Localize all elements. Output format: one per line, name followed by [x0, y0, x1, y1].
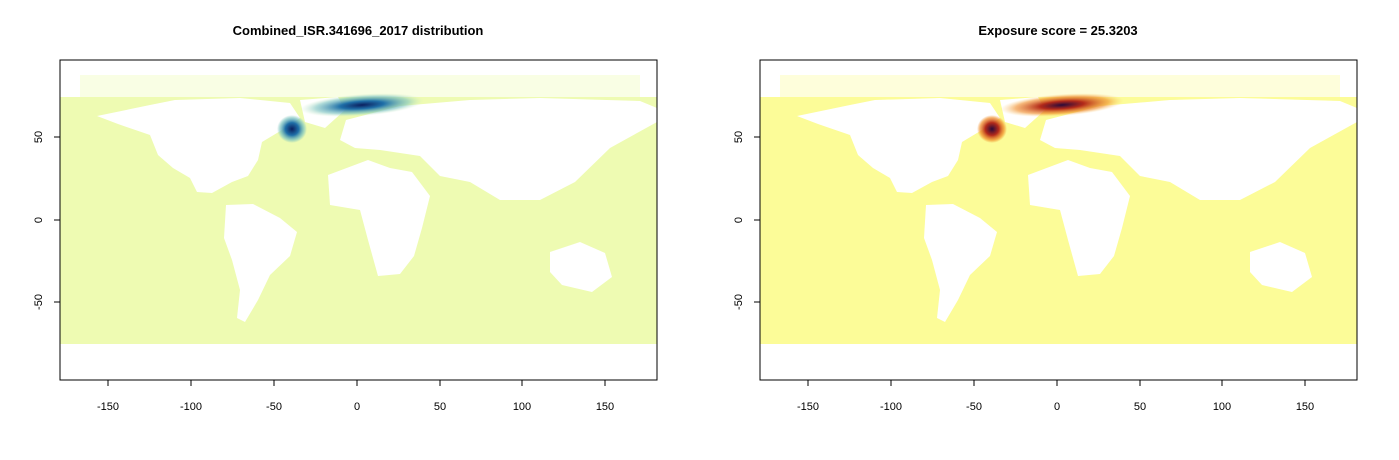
eurasia [340, 98, 657, 200]
y-tick-label: -50 [733, 294, 745, 310]
north-america [97, 98, 300, 193]
y-tick-label: 0 [733, 217, 745, 223]
antarctica [60, 344, 657, 380]
map-area [60, 75, 657, 380]
x-tick-label: -100 [880, 401, 902, 413]
y-tick-label: 50 [733, 131, 745, 143]
south-america [924, 204, 997, 322]
south-america [224, 204, 297, 322]
x-tick-label: 0 [1054, 401, 1060, 413]
x-tick-label: 100 [1213, 401, 1231, 413]
hotspot-northeast-atlantic [300, 93, 424, 117]
eurasia [1040, 98, 1357, 200]
x-tick-label: -150 [97, 401, 119, 413]
y-tick-label: 50 [33, 131, 45, 143]
x-tick-label: -50 [966, 401, 982, 413]
y-axis: 50 0 -50 [733, 131, 761, 310]
antarctica [760, 344, 1357, 380]
panel-title: Exposure score = 25.3203 [978, 23, 1137, 38]
y-tick-label: 0 [33, 217, 45, 223]
x-tick-label: 50 [1134, 401, 1146, 413]
panel-title: Combined_ISR.341696_2017 distribution [233, 23, 484, 38]
australia [550, 242, 612, 292]
y-tick-label: -50 [33, 294, 45, 310]
hotspot-northeast-atlantic [1000, 93, 1124, 117]
hotspot-south-greenland [277, 115, 307, 143]
x-tick-label: 0 [354, 401, 360, 413]
x-tick-label: -100 [180, 401, 202, 413]
arctic-fringe [780, 75, 1340, 97]
hotspot-south-greenland [977, 115, 1007, 143]
x-axis: -150 -100 -50 0 50 100 150 [97, 379, 614, 413]
hotspots [977, 93, 1124, 143]
map-area [760, 75, 1357, 380]
x-axis: -150 -100 -50 0 50 100 150 [797, 379, 1314, 413]
x-tick-label: 150 [596, 401, 614, 413]
north-america [797, 98, 1000, 193]
africa [1028, 160, 1130, 276]
x-tick-label: 50 [434, 401, 446, 413]
africa [328, 160, 430, 276]
arctic-fringe [80, 75, 640, 97]
hotspots [277, 93, 424, 143]
x-tick-label: -150 [797, 401, 819, 413]
y-axis: 50 0 -50 [33, 131, 61, 310]
panel-distribution: Combined_ISR.341696_2017 distribution [33, 23, 658, 413]
landmasses [760, 97, 1357, 380]
x-tick-label: 150 [1296, 401, 1314, 413]
panel-exposure: Exposure score = 25.3203 [733, 23, 1358, 413]
x-tick-label: 100 [513, 401, 531, 413]
x-tick-label: -50 [266, 401, 282, 413]
australia [1250, 242, 1312, 292]
